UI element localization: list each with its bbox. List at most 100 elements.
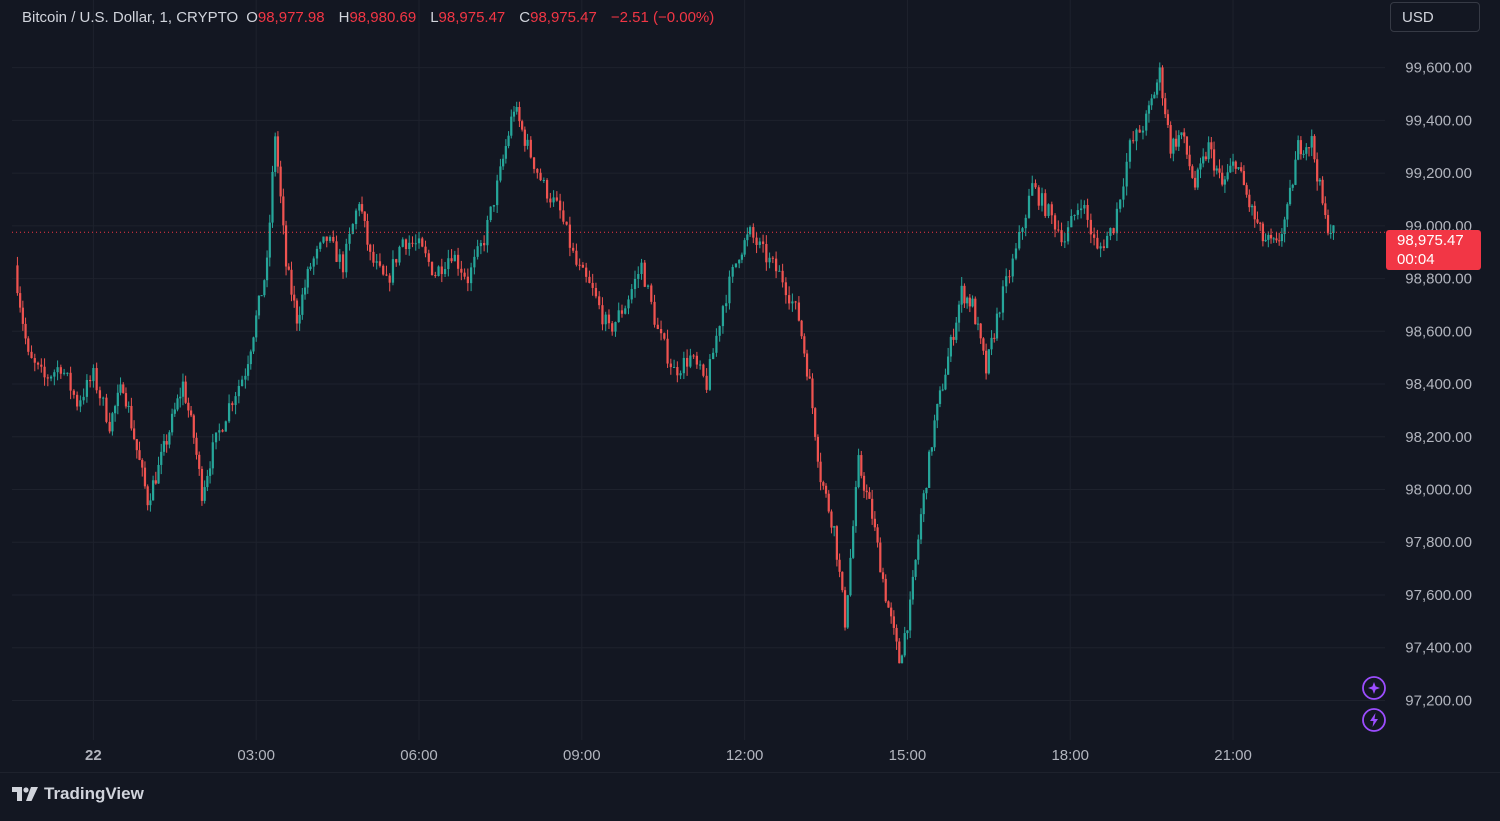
candle-body [221,430,224,432]
candle-body [184,381,187,403]
candle-body [952,336,955,340]
candle-body [375,261,378,263]
candle-body [949,336,952,357]
candle-body [854,487,857,527]
candle-body [1106,235,1109,248]
candle-body [181,381,185,397]
candle-body [1001,286,1005,313]
price-tag-value: 98,975.47 [1397,232,1464,249]
candle-body [108,421,111,432]
candle-body [276,136,280,167]
time-axis[interactable]: 22 03:00 06:00 09:00 12:00 15:00 18:00 21:00 [85,747,1252,764]
candle-body [1177,135,1180,147]
candle-body [206,475,209,488]
candle-body [82,396,85,401]
candle-body [141,459,144,468]
candle-body [881,572,885,579]
candle-body [816,436,820,462]
low-value: 98,975.47 [438,9,506,26]
candle-body [591,282,594,288]
candle-body [1305,147,1308,154]
candle-body [643,262,646,287]
candle-body [860,455,863,476]
candle-body [268,222,271,258]
candle-body [976,323,980,325]
candle-body [922,493,925,515]
candle-body [443,269,447,275]
candle-body [151,480,155,501]
candle-body [620,310,624,314]
candle-body [594,287,598,297]
candle-body [1318,179,1321,182]
candle-body [21,307,24,324]
candle-body [1183,132,1186,137]
candle-body [578,264,581,266]
candle-body [284,225,288,267]
candle-body [1011,258,1014,277]
candle-body [748,227,752,235]
candle-body [1324,203,1327,216]
candle-body [502,158,505,167]
candle-body [811,378,814,409]
candle-body [1286,204,1289,220]
candle-body [1221,172,1224,185]
candle-body [857,455,860,488]
candle-series [16,62,1335,664]
candle-body [1229,165,1232,173]
candle-body [666,338,669,364]
candle-body [1005,276,1008,287]
candle-body [669,363,672,368]
candle-body [633,278,637,290]
candle-body [758,241,761,245]
candle-body [930,447,933,452]
price-axis[interactable]: 97,200.00 97,400.00 97,600.00 97,800.00 98,0… [1405,60,1472,710]
candle-body [695,355,698,365]
candle-body [1218,168,1221,173]
candle-body [460,268,463,273]
candle-body [290,269,293,295]
candle-body [1044,193,1047,216]
y-tick-label: 97,400.00 [1405,640,1472,657]
sparkle-icon[interactable] [1362,676,1386,700]
candle-body [430,261,434,276]
candle-body [187,402,190,411]
y-tick-label: 97,200.00 [1405,692,1472,709]
candle-body [1021,228,1024,232]
candle-body [246,364,250,376]
candle-body [1231,161,1235,166]
candle-body [925,487,928,494]
price-tag-box [1386,230,1481,270]
ohlc-legend: Bitcoin / U.S. Dollar, 1, CRYPTO O 98,977… [22,9,714,26]
candle-body [947,356,950,375]
candle-body [1050,204,1053,216]
candle-body [298,314,301,324]
candle-body [176,398,179,410]
candle-body [1135,129,1138,142]
candle-body [909,599,912,631]
candle-body [132,428,136,440]
lightning-icon[interactable] [1362,708,1386,732]
candle-body [1248,194,1251,208]
candle-body [1223,179,1227,185]
candle-body [30,351,33,359]
candle-body [1297,140,1300,160]
candle-body [702,364,705,376]
candle-body [165,441,168,445]
candle-body [740,254,744,260]
candle-body [208,468,212,476]
candle-body [282,196,285,226]
y-tick-label: 98,800.00 [1405,271,1472,288]
candle-body [536,168,539,173]
candle-body [160,451,163,465]
symbol-title[interactable]: Bitcoin / U.S. Dollar, 1, CRYPTO [22,9,239,26]
candle-body [98,390,102,399]
candle-body [1070,216,1073,228]
candle-body [1169,125,1172,154]
currency-button[interactable]: USD [1390,2,1480,32]
price-tag-countdown: 00:04 [1397,251,1435,268]
tradingview-logo[interactable]: TradingView [12,784,144,804]
candle-body [911,576,914,600]
y-tick-label: 97,600.00 [1405,587,1472,604]
